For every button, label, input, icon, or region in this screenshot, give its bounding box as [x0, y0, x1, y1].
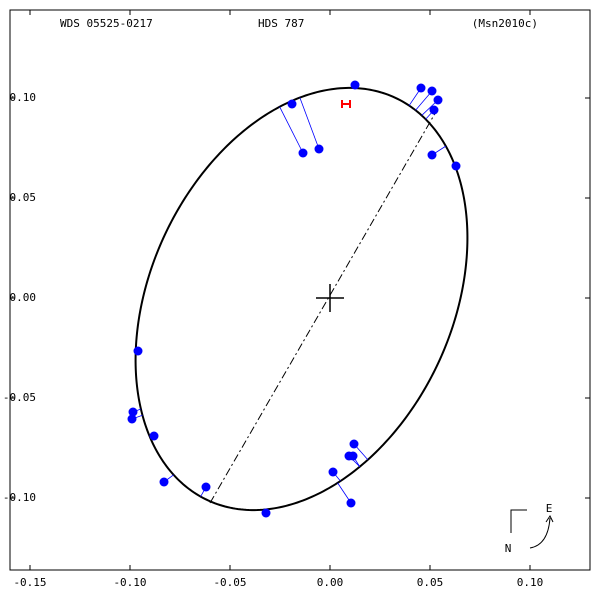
y-tick-label: 0.05: [10, 191, 37, 204]
observation: [159, 477, 169, 487]
compass-arrow: [529, 517, 551, 549]
observation: [128, 407, 138, 417]
orbit: [134, 86, 469, 512]
marker: [341, 100, 351, 108]
observation: [427, 86, 437, 96]
reference: (Msn2010c): [472, 17, 538, 30]
observation: [298, 148, 308, 158]
compass-east: E: [546, 502, 553, 515]
compass: [510, 509, 527, 533]
y-tick-label: 0.00: [10, 291, 37, 304]
y-tick-label: -0.05: [3, 391, 36, 404]
residual: [279, 106, 304, 154]
observation: [427, 150, 437, 160]
observation: [261, 508, 271, 518]
x-tick-label: -0.15: [13, 576, 46, 589]
observation: [133, 346, 143, 356]
x-tick-label: -0.05: [213, 576, 246, 589]
x-tick-label: 0.05: [417, 576, 444, 589]
compass-arrowhead: [545, 515, 554, 523]
observation: [433, 95, 443, 105]
x-tick-label: 0.00: [317, 576, 344, 589]
observation: [350, 80, 360, 90]
origin-cross: [316, 284, 344, 312]
observation: [287, 99, 297, 109]
observation: [149, 431, 159, 441]
y-tick-label: -0.10: [3, 491, 36, 504]
chart-subtitle: HDS 787: [258, 17, 304, 30]
observation: [451, 161, 461, 171]
observation: [328, 467, 338, 477]
x-tick-label: -0.10: [113, 576, 146, 589]
observation: [201, 482, 211, 492]
residual: [299, 97, 320, 150]
observation: [348, 451, 358, 461]
observation: [127, 414, 137, 424]
x-tick-label: 0.10: [517, 576, 544, 589]
observation: [349, 439, 359, 449]
observation: [416, 83, 426, 93]
observation: [346, 498, 356, 508]
node-line: [209, 109, 438, 504]
y-tick-label: 0.10: [10, 91, 37, 104]
compass-north: N: [505, 542, 512, 555]
observation: [314, 144, 324, 154]
observation: [429, 105, 439, 115]
chart-title: WDS 05525-0217: [60, 17, 153, 30]
frame: [9, 9, 591, 571]
